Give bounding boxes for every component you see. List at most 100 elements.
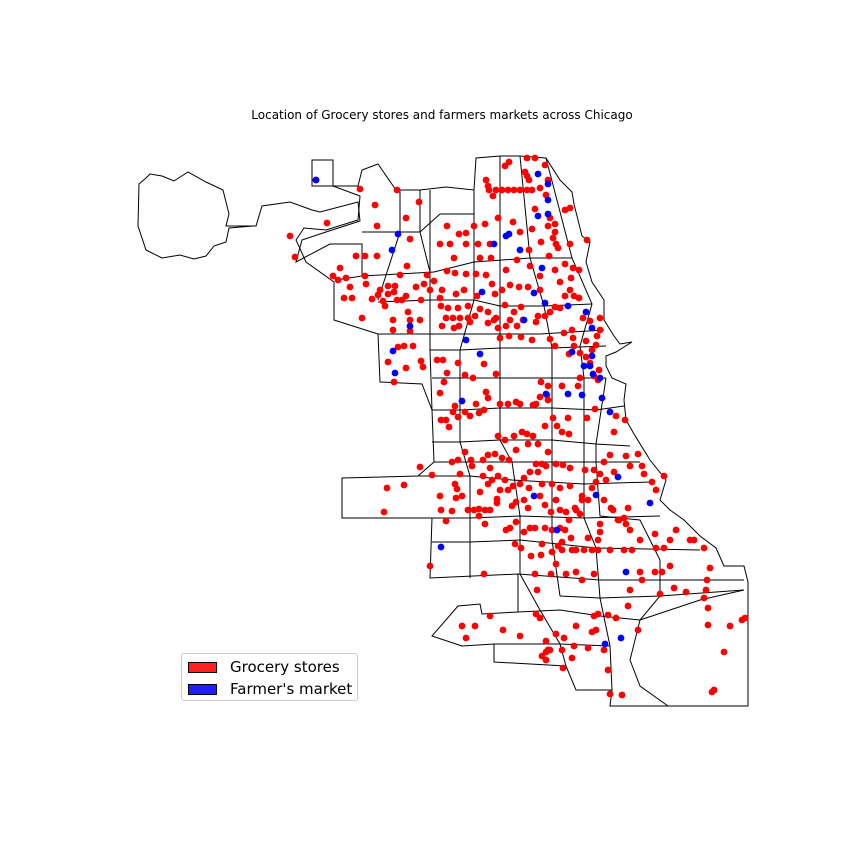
grocery-store-point bbox=[593, 332, 601, 340]
grocery-store-point bbox=[449, 314, 457, 322]
grocery-store-point bbox=[443, 222, 451, 230]
grocery-store-point bbox=[467, 456, 475, 464]
grocery-store-point bbox=[323, 219, 331, 227]
grocery-store-point bbox=[437, 302, 445, 310]
grocery-store-point bbox=[594, 546, 602, 554]
grocery-store-point bbox=[481, 520, 489, 528]
grocery-store-point bbox=[487, 254, 495, 262]
grocery-store-point bbox=[600, 458, 608, 466]
grocery-store-point bbox=[521, 168, 529, 176]
grocery-store-point bbox=[590, 466, 598, 474]
grocery-store-point bbox=[536, 286, 544, 294]
grocery-store-point bbox=[531, 154, 539, 162]
grocery-store-point bbox=[479, 472, 487, 480]
grocery-store-point bbox=[556, 304, 564, 312]
grocery-store-point bbox=[436, 389, 444, 397]
grocery-store-point bbox=[626, 586, 634, 594]
farmers-market-point bbox=[564, 302, 572, 310]
grocery-store-point bbox=[568, 654, 576, 662]
grocery-store-point bbox=[556, 278, 564, 286]
grocery-store-point bbox=[726, 622, 734, 630]
grocery-store-point bbox=[588, 484, 596, 492]
grocery-store-point bbox=[586, 317, 594, 325]
grocery-store-point bbox=[334, 276, 342, 284]
grocery-store-point bbox=[449, 408, 457, 416]
grocery-store-point bbox=[528, 186, 536, 194]
grocery-store-point bbox=[592, 478, 600, 486]
farmers-market-point bbox=[462, 336, 470, 344]
grocery-store-point bbox=[484, 319, 492, 327]
farmers-market-point bbox=[588, 324, 596, 332]
grocery-store-point bbox=[578, 576, 586, 584]
grocery-store-point bbox=[576, 510, 584, 518]
legend-item-farmers-market: Farmer's market bbox=[188, 679, 352, 699]
grocery-store-point bbox=[416, 316, 424, 324]
grocery-store-point bbox=[520, 528, 528, 536]
grocery-store-point bbox=[536, 393, 544, 401]
grocery-store-point bbox=[498, 186, 506, 194]
grocery-store-point bbox=[568, 546, 576, 554]
city-boundary bbox=[137, 155, 749, 707]
grocery-store-point bbox=[544, 382, 552, 390]
grocery-store-point bbox=[526, 524, 534, 532]
grocery-store-point bbox=[636, 536, 644, 544]
grocery-store-point bbox=[508, 502, 516, 510]
grocery-store-point bbox=[556, 506, 564, 514]
grocery-store-point bbox=[588, 546, 596, 554]
farmers-market-point bbox=[582, 308, 590, 316]
grocery-store-point bbox=[506, 281, 514, 289]
grocery-store-point bbox=[551, 228, 559, 236]
grocery-store-point bbox=[592, 341, 600, 349]
grocery-store-point bbox=[666, 562, 674, 570]
grocery-store-point bbox=[558, 382, 566, 390]
grocery-store-point bbox=[443, 369, 451, 377]
grocery-store-point bbox=[389, 326, 397, 334]
grocery-store-point bbox=[544, 646, 552, 654]
grocery-store-point bbox=[541, 501, 549, 509]
grocery-store-point bbox=[534, 312, 542, 320]
grocery-store-point bbox=[523, 186, 531, 194]
grocery-store-point bbox=[511, 540, 519, 548]
grocery-store-point bbox=[442, 416, 450, 424]
grocery-store-point bbox=[596, 470, 604, 478]
grocery-store-point bbox=[390, 288, 398, 296]
grocery-stores-series bbox=[286, 154, 749, 699]
grocery-store-point bbox=[606, 451, 614, 459]
farmers-market-point bbox=[530, 492, 538, 500]
grocery-store-point bbox=[542, 462, 550, 470]
grocery-store-point bbox=[524, 504, 532, 512]
grocery-store-point bbox=[443, 267, 451, 275]
grocery-store-point bbox=[423, 271, 431, 279]
farmers-market-point bbox=[580, 362, 588, 370]
grocery-store-point bbox=[371, 201, 379, 209]
grocery-store-point bbox=[516, 228, 524, 236]
grocery-store-point bbox=[437, 416, 445, 424]
grocery-store-point bbox=[454, 413, 462, 421]
grocery-store-point bbox=[636, 568, 644, 576]
grocery-store-point bbox=[452, 494, 460, 502]
grocery-store-point bbox=[570, 342, 578, 350]
grocery-store-point bbox=[532, 610, 540, 618]
grocery-store-point bbox=[547, 570, 555, 578]
grocery-store-point bbox=[356, 185, 364, 193]
farmers-market-point bbox=[568, 348, 576, 356]
grocery-store-point bbox=[438, 322, 446, 330]
grocery-store-point bbox=[590, 570, 598, 578]
grocery-store-point bbox=[396, 271, 404, 279]
grocery-store-point bbox=[529, 432, 537, 440]
grocery-store-point bbox=[622, 520, 630, 528]
grocery-store-point bbox=[566, 240, 574, 248]
grocery-store-point bbox=[462, 270, 470, 278]
farmers-market-point bbox=[530, 289, 538, 297]
grocery-store-point bbox=[575, 266, 583, 274]
farmers-market-point bbox=[578, 391, 586, 399]
grocery-store-point bbox=[480, 360, 488, 368]
grocery-store-point bbox=[634, 450, 642, 458]
grocery-store-point bbox=[529, 401, 537, 409]
farmers-market-swatch bbox=[188, 683, 217, 695]
grocery-store-point bbox=[583, 236, 591, 244]
grocery-store-point bbox=[517, 333, 525, 341]
grocery-store-point bbox=[534, 468, 542, 476]
grocery-store-point bbox=[446, 240, 454, 248]
grocery-store-point bbox=[384, 282, 392, 290]
